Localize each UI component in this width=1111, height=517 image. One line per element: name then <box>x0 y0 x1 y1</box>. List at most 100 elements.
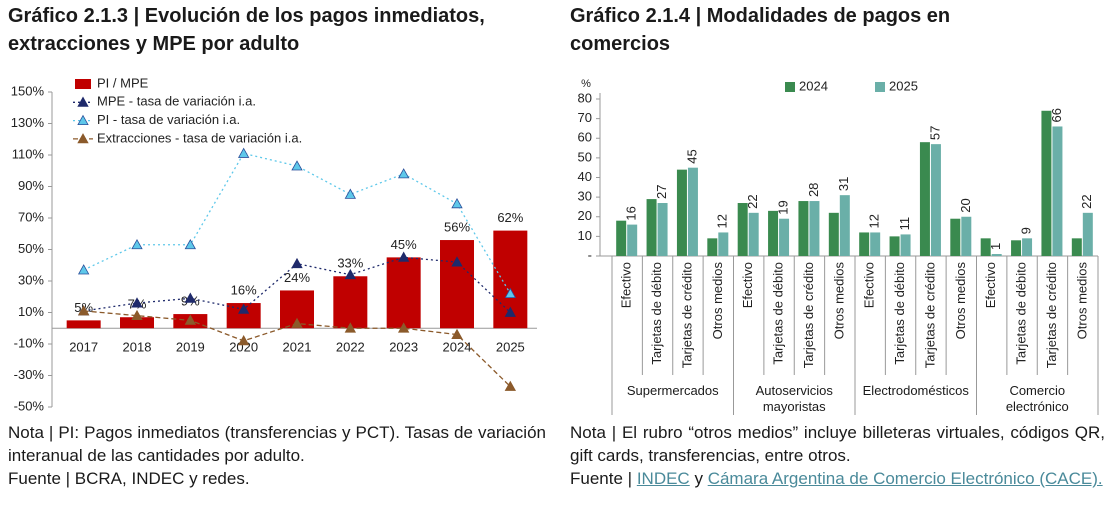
marker <box>504 287 517 298</box>
marker <box>237 335 250 346</box>
x-tick-label: 2017 <box>69 340 98 355</box>
x-tick-label: 2024 <box>443 340 472 355</box>
data-label: 9 <box>1019 227 1034 234</box>
data-label: 11 <box>897 217 912 231</box>
bar <box>980 238 991 256</box>
source: Fuente | INDEC y Cámara Argentina de Com… <box>570 467 1105 490</box>
bar <box>748 212 759 256</box>
marker <box>291 257 303 269</box>
y-tick-label: 40 <box>578 169 592 184</box>
bar <box>839 195 850 256</box>
bar <box>386 257 421 329</box>
data-label: 66 <box>1049 108 1064 122</box>
legend-label: PI - tasa de variación i.a. <box>97 112 240 127</box>
bar <box>333 276 368 329</box>
marker <box>344 322 357 333</box>
y-tick-label: 70 <box>578 110 592 125</box>
marker <box>184 292 197 303</box>
y-tick-label: 20 <box>578 208 592 223</box>
x-tick-label: 2022 <box>336 340 365 355</box>
note: Nota | El rubro “otros medios” incluye b… <box>570 423 1105 465</box>
x-tick-label: Otros medios <box>953 262 968 340</box>
y-tick-label: 30 <box>578 189 592 204</box>
marker <box>237 147 250 158</box>
x-tick-label: 2025 <box>496 340 525 355</box>
bar <box>718 232 729 256</box>
y-tick-label: -50% <box>14 398 45 413</box>
data-label: 1 <box>988 243 1003 250</box>
x-tick-label: Efectivo <box>862 262 877 308</box>
bar <box>1011 240 1022 256</box>
data-label: 27 <box>654 185 669 199</box>
data-label: 33% <box>337 256 363 271</box>
data-label: 12 <box>867 214 882 228</box>
legend-label: Extracciones - tasa de variación i.a. <box>97 130 302 145</box>
source-link[interactable]: INDEC <box>636 469 690 488</box>
bar <box>1022 238 1033 256</box>
marker <box>77 305 90 316</box>
marker <box>451 328 463 339</box>
bar <box>1041 110 1052 257</box>
legend-label: 2025 <box>889 78 918 93</box>
note-block: Nota | El rubro “otros medios” incluye b… <box>570 421 1105 490</box>
data-label: 22 <box>1079 194 1094 208</box>
x-tick-label: Otros medios <box>710 262 725 340</box>
bar <box>657 203 668 256</box>
y-tick-label: 80 <box>578 90 592 105</box>
bar <box>779 218 790 256</box>
legend-swatch <box>875 82 885 92</box>
data-label: 45 <box>684 149 699 163</box>
data-label: 45% <box>391 237 417 252</box>
line <box>83 152 511 294</box>
marker <box>397 251 410 262</box>
data-label: 62% <box>497 210 523 225</box>
y-tick-label: 10 <box>578 228 592 243</box>
bar <box>616 220 627 256</box>
note: Nota | PI: Pagos inmediatos (transferenc… <box>8 423 546 465</box>
bar <box>919 142 930 256</box>
y-tick-label: 70% <box>18 209 44 224</box>
y-tick-label: 150% <box>11 83 45 98</box>
x-tick-label: Otros medios <box>831 262 846 340</box>
x-tick-label: Tarjetas de crédito <box>922 262 937 368</box>
y-tick-label: 130% <box>11 115 45 130</box>
legend-swatch <box>75 79 91 89</box>
source-link[interactable]: Cámara Argentina de Comercio Electrónico… <box>707 469 1103 488</box>
bar <box>440 240 474 329</box>
legend-label: PI / MPE <box>97 75 149 90</box>
y-tick-label: - <box>588 247 592 262</box>
marker <box>131 297 143 308</box>
bar <box>768 210 779 256</box>
bar <box>627 224 638 256</box>
marker <box>451 198 463 209</box>
marker <box>184 314 197 325</box>
bar <box>900 234 911 256</box>
y-tick-label: 110% <box>12 146 45 161</box>
marker <box>131 309 143 321</box>
bar <box>646 199 657 256</box>
source: Fuente | BCRA, INDEC y redes. <box>8 469 250 488</box>
marker <box>344 268 357 280</box>
y-unit: % <box>581 78 591 90</box>
bar <box>1071 238 1082 256</box>
group-label: Electrodomésticos <box>862 383 969 398</box>
x-tick-label: Tarjetas de crédito <box>679 262 694 368</box>
bar <box>707 238 718 256</box>
marker <box>131 238 143 250</box>
x-tick-label: 2023 <box>389 340 418 355</box>
bar <box>809 201 820 256</box>
y-tick-label: -10% <box>14 335 45 350</box>
legend-label: 2024 <box>799 78 828 93</box>
source-joiner: y <box>694 469 703 488</box>
marker <box>344 188 357 199</box>
bar <box>798 201 809 256</box>
marker <box>504 380 517 391</box>
y-tick-label: 30% <box>18 272 44 287</box>
x-tick-label: Efectivo <box>619 262 634 308</box>
data-label: 16 <box>624 206 639 220</box>
marker <box>291 317 303 328</box>
data-label: 19 <box>776 200 791 214</box>
x-tick-label: Otros medios <box>1074 262 1089 340</box>
x-tick-label: 2021 <box>283 340 312 355</box>
